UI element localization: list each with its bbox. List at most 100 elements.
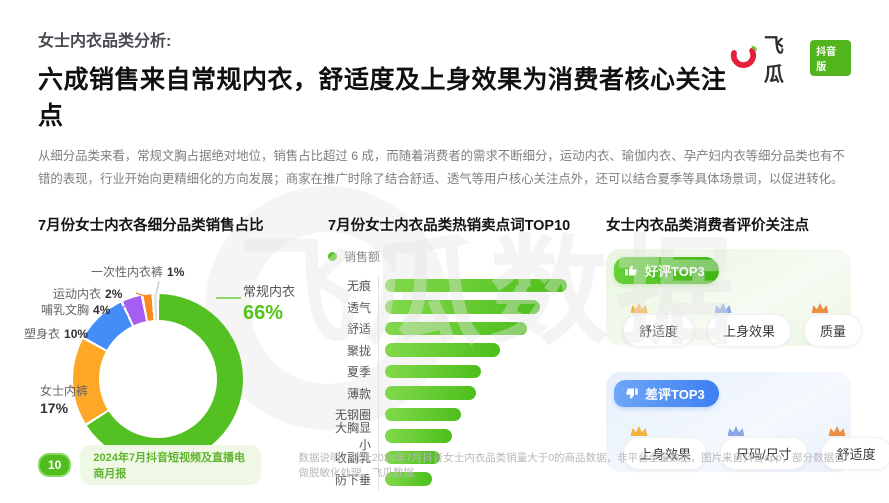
bar-category-label: 防下垂 xyxy=(334,472,371,487)
header-text: 女士内衣品类分析: 六成销售来自常规内衣，舒适度及上身效果为消费者核心关注点 xyxy=(38,27,729,132)
bar-row: 防下垂 xyxy=(328,468,606,490)
donut-leader-line xyxy=(120,299,134,310)
crown-icon xyxy=(630,425,648,436)
donut-label: 塑身衣 10% xyxy=(24,326,89,341)
bar-track xyxy=(378,296,606,318)
brand-name: 飞瓜 xyxy=(763,35,785,86)
review-keyword-pill: 舒适度 xyxy=(623,302,695,347)
legend-label: 销售额 xyxy=(344,249,381,264)
bar-row: 收副乳 xyxy=(328,446,606,469)
bar-chart-title: 7月份女士内衣品类热销卖点词TOP10 xyxy=(328,217,571,234)
brand-logo: 飞瓜 抖音版 xyxy=(729,29,851,87)
section-kicker: 女士内衣品类分析: xyxy=(38,33,172,50)
review-keyword: 舒适度 xyxy=(836,446,876,462)
donut-label: 常规内衣 66% xyxy=(243,283,296,324)
bar-category-label: 大胸显小 xyxy=(334,421,371,453)
bar-chart-section: 7月份女士内衣品类热销卖点词TOP10 销售额 无痕 透气 xyxy=(328,208,606,503)
bar-row: 透气 xyxy=(328,296,606,318)
donut-label: 一次性内衣裤 1% xyxy=(91,264,185,279)
thumbs-up-icon xyxy=(625,265,637,276)
good-reviews-card: 好评TOP3 舒适度 上身效果 质量 xyxy=(606,248,863,347)
bar-category-label: 薄款 xyxy=(346,386,371,401)
bad-reviews-label: 差评TOP3 xyxy=(645,386,705,402)
crown-icon xyxy=(828,425,845,436)
donut-hole xyxy=(99,319,217,438)
content-columns: 7月份女士内衣各细分品类销售占比 常规内衣 66% 女士内裤 17% 塑身衣 10% 哺乳文… xyxy=(24,208,889,503)
donut-chart: 常规内衣 66% 女士内裤 17% 塑身衣 10% 哺乳文胸 4% 运动内衣 2% 一次性内衣裤 1% xyxy=(24,241,328,503)
bar-value xyxy=(385,321,527,336)
review-keyword: 上身效果 xyxy=(723,323,776,339)
donut-leader-line xyxy=(70,384,77,394)
bad-review-items: 上身效果 尺码/尺寸 舒适度 xyxy=(623,425,889,470)
bar-row: 大胸显小 xyxy=(328,421,606,452)
review-keyword: 质量 xyxy=(820,323,847,339)
good-reviews-label: 好评TOP3 xyxy=(645,263,705,279)
bar-value xyxy=(385,386,476,400)
bar-category-label: 舒适 xyxy=(346,322,371,337)
review-keyword: 上身效果 xyxy=(639,446,692,462)
review-keyword-pill: 上身效果 xyxy=(707,302,792,347)
bar-track xyxy=(378,360,606,383)
review-keyword-pill: 上身效果 xyxy=(623,425,708,470)
thumbs-down-icon xyxy=(626,388,638,399)
bar-value xyxy=(385,364,482,379)
bar-row: 薄款 xyxy=(328,382,606,404)
bar-row: 无钢圈 xyxy=(328,403,606,426)
donut-label: 哺乳文胸 4% xyxy=(41,302,111,317)
bar-track xyxy=(378,317,606,340)
data-disclaimer: 数据说明：统计2024年7月抖音女士内衣品类销量大于0的商品数据，非平台全量数据… xyxy=(298,452,845,479)
bar-row: 聚拢 xyxy=(328,339,606,361)
header: 女士内衣品类分析: 六成销售来自常规内衣，舒适度及上身效果为消费者核心关注点 飞… xyxy=(38,0,851,132)
bar-row: 夏季 xyxy=(328,360,606,383)
good-review-items: 舒适度 上身效果 质量 xyxy=(623,302,863,347)
bar-value xyxy=(385,278,567,293)
donut-leader-line xyxy=(155,280,160,295)
review-keyword: 舒适度 xyxy=(639,323,679,339)
bar-track xyxy=(378,425,606,447)
bad-reviews-card: 差评TOP3 上身效果 尺码/尺寸 舒适度 xyxy=(606,371,889,472)
bar-category-label: 聚拢 xyxy=(346,343,371,358)
review-keyword-pill: 舒适度 xyxy=(820,425,889,470)
page-title: 六成销售来自常规内衣，舒适度及上身效果为消费者核心关注点 xyxy=(38,66,727,130)
donut-leader-line xyxy=(135,292,149,298)
bar-category-label: 夏季 xyxy=(346,365,371,380)
donut-leader-lines xyxy=(70,280,241,394)
review-keyword: 尺码/尺寸 xyxy=(736,446,792,462)
bar-category-label: 透气 xyxy=(346,300,371,315)
donut-label: 运动内衣 2% xyxy=(53,286,123,301)
crown-icon xyxy=(714,302,732,313)
bar-chart: 无痕 透气 舒适 xyxy=(328,274,606,490)
crown-icon xyxy=(630,302,648,313)
bar-value xyxy=(385,300,540,314)
bar-track xyxy=(378,403,606,426)
bar-value xyxy=(385,343,500,357)
bar-track xyxy=(378,468,606,490)
summary-paragraph: 从细分品类来看，常规文胸占据绝对地位，销售占比超过 6 成，而随着消费者的需求不… xyxy=(38,149,845,186)
watermelon-logo-icon xyxy=(730,45,758,68)
page-number-badge: 10 xyxy=(38,453,72,477)
donut-label: 女士内裤 17% xyxy=(40,383,89,416)
bar-value xyxy=(385,429,453,443)
bar-track xyxy=(378,446,606,469)
bar-track xyxy=(378,382,606,404)
bar-row: 舒适 xyxy=(328,317,606,340)
brand-version-badge: 抖音版 xyxy=(810,40,851,76)
bar-value xyxy=(385,472,433,486)
donut-chart-title: 7月份女士内衣各细分品类销售占比 xyxy=(38,217,264,234)
crown-icon xyxy=(811,302,829,313)
reviews-title: 女士内衣品类消费者评价关注点 xyxy=(606,217,809,234)
bar-track xyxy=(378,274,606,297)
bar-category-label: 无钢圈 xyxy=(334,408,371,423)
bad-reviews-badge: 差评TOP3 xyxy=(614,379,719,407)
bar-row: 无痕 xyxy=(328,274,606,297)
bar-value xyxy=(385,407,462,422)
bar-chart-legend: 销售额 xyxy=(328,248,606,265)
review-keyword-pill: 尺码/尺寸 xyxy=(720,425,808,470)
bar-value xyxy=(385,450,440,465)
report-name-pill: 2024年7月抖音短视频及直播电商月报 xyxy=(80,445,261,485)
good-reviews-badge: 好评TOP3 xyxy=(614,256,719,284)
donut-ring xyxy=(73,293,243,464)
reviews-section: 女士内衣品类消费者评价关注点 好评TOP3 舒适度 上身效果 质量 差评TOP xyxy=(606,208,889,503)
donut-chart-section: 7月份女士内衣各细分品类销售占比 常规内衣 66% 女士内裤 17% 塑身衣 10% 哺乳文… xyxy=(24,208,328,503)
